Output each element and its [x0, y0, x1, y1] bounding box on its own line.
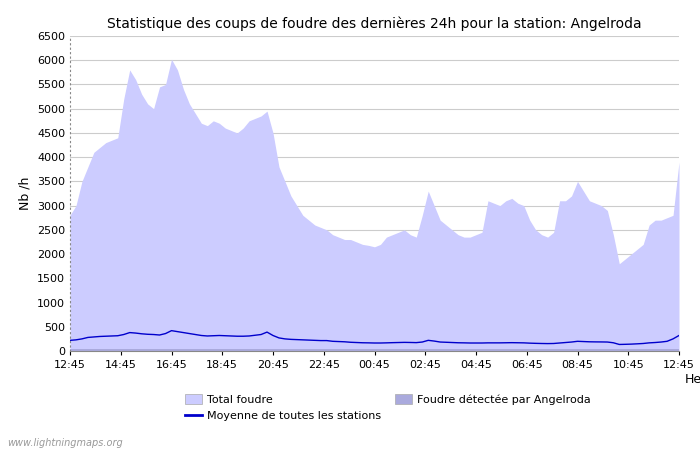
Title: Statistique des coups de foudre des dernières 24h pour la station: Angelroda: Statistique des coups de foudre des dern… [107, 16, 642, 31]
Y-axis label: Nb /h: Nb /h [18, 177, 32, 210]
Text: Heure: Heure [685, 373, 700, 386]
Legend: Total foudre, Moyenne de toutes les stations, Foudre détectée par Angelroda: Total foudre, Moyenne de toutes les stat… [186, 394, 591, 421]
Text: www.lightningmaps.org: www.lightningmaps.org [7, 438, 122, 448]
